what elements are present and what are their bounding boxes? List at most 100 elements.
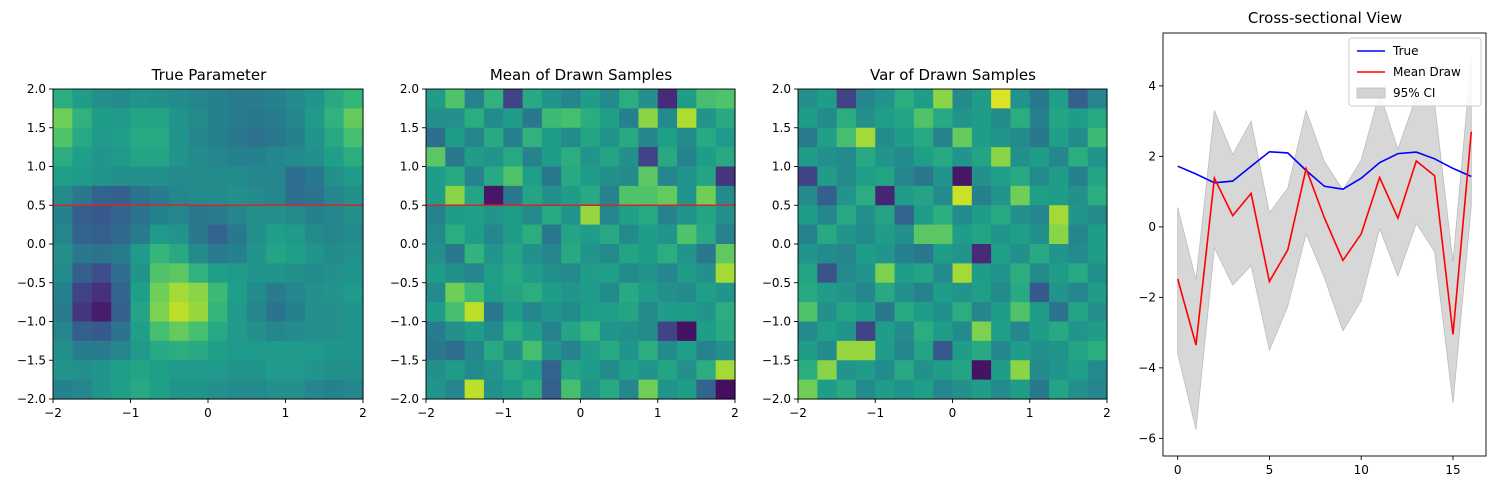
heatmap-cell	[541, 244, 562, 264]
heatmap-cell	[696, 321, 717, 342]
heatmap-cell	[72, 360, 93, 381]
heatmap-cell	[657, 89, 678, 109]
heatmap-cell	[304, 108, 325, 129]
heatmap-cell	[677, 244, 697, 264]
heatmap-cell	[304, 205, 325, 226]
heatmap-cell	[933, 360, 954, 381]
heatmap-cell	[522, 379, 543, 400]
heatmap-cell	[657, 147, 678, 168]
heatmap-cell	[619, 379, 640, 400]
heatmap-cell	[894, 108, 915, 129]
heatmap-cell	[522, 127, 543, 148]
heatmap-cell	[91, 166, 112, 187]
y-tick-label: −1.0	[390, 315, 419, 329]
heatmap-cell	[227, 263, 248, 284]
heatmap-cell	[580, 185, 601, 206]
heatmap-cell	[619, 185, 640, 206]
heatmap-cell	[933, 108, 954, 129]
heatmap-cell	[169, 89, 190, 109]
heatmap-cell	[208, 360, 228, 381]
heatmap-cell	[188, 360, 209, 381]
heatmap-cell	[483, 89, 504, 109]
heatmap-cell	[1049, 379, 1069, 400]
heatmap-cell	[324, 205, 345, 226]
heatmap-cell	[426, 166, 446, 187]
heatmap-cell	[875, 224, 896, 245]
heatmap-cell	[208, 224, 228, 245]
heatmap-cell	[522, 340, 543, 361]
heatmap-cell	[1010, 108, 1031, 129]
heatmap-cell	[715, 321, 736, 342]
heatmap-cell	[894, 205, 915, 226]
heatmap-cell	[169, 282, 190, 303]
heatmap-cell	[53, 185, 73, 206]
heatmap-cell	[696, 360, 717, 381]
heatmap-cell	[130, 379, 151, 400]
heatmap-cell	[836, 302, 857, 323]
heatmap-cell	[343, 360, 364, 381]
heatmap-cell	[130, 321, 151, 342]
ci-band	[1177, 57, 1472, 430]
heatmap-cell	[561, 127, 582, 148]
y-tick-label: −1.0	[762, 315, 791, 329]
heatmap-cell	[894, 321, 915, 342]
heatmap-cell	[1049, 321, 1069, 342]
heatmap-cell	[971, 147, 992, 168]
heatmap-axes: −2 −1 0 1 2 −2.0 −1.5 −1.0 −0.5 0.0 0.5 1.0 1.5 2.0	[17, 82, 367, 420]
x-tick-label: 2	[731, 406, 739, 420]
heatmap-cell	[53, 224, 73, 245]
heatmap-cell	[599, 244, 620, 264]
heatmap-cell	[72, 89, 93, 109]
x-tick-label: 1	[1026, 406, 1034, 420]
heatmap-cell	[619, 340, 640, 361]
heatmap-cell	[324, 340, 345, 361]
heatmap-cell	[991, 282, 1012, 303]
heatmap-cell	[208, 244, 228, 264]
heatmap-cell	[952, 244, 973, 264]
heatmap-cell	[149, 379, 170, 400]
heatmap-cell	[638, 147, 659, 168]
heatmap-cell	[149, 321, 170, 342]
heatmap-cell	[208, 321, 228, 342]
heatmap-cell	[91, 360, 112, 381]
heatmap-cell	[149, 282, 170, 303]
heatmap-cell	[266, 166, 287, 187]
heatmap-cell	[464, 263, 485, 284]
heatmap-cell	[541, 340, 562, 361]
heatmap-cell	[285, 185, 306, 206]
heatmap-cell	[1087, 244, 1108, 264]
heatmap-cell	[677, 224, 697, 245]
heatmap-cell	[445, 166, 466, 187]
heatmap-cell	[522, 185, 543, 206]
heatmap-cell	[285, 127, 306, 148]
heatmap-cell	[952, 185, 973, 206]
heatmap-cell	[464, 321, 485, 342]
heatmap-cell	[483, 166, 504, 187]
heatmap-cell	[304, 244, 325, 264]
heatmap-cell	[580, 282, 601, 303]
heatmap-cell	[1068, 108, 1089, 129]
heatmap-cell	[541, 147, 562, 168]
heatmap-cell	[875, 108, 896, 129]
heatmap-cell	[464, 340, 485, 361]
heatmap-cell	[304, 263, 325, 284]
heatmap-cell	[246, 379, 267, 400]
heatmap-cell	[483, 360, 504, 381]
heatmap-cell	[638, 166, 659, 187]
heatmap-cell	[246, 127, 267, 148]
heatmap-cell	[188, 379, 209, 400]
heatmap-cell	[561, 321, 582, 342]
heatmap-cell	[1087, 147, 1108, 168]
heatmap-cell	[1068, 360, 1089, 381]
heatmap-cell	[464, 166, 485, 187]
heatmap-cell	[1029, 282, 1050, 303]
heatmap-cell	[111, 340, 132, 361]
heatmap-cell	[580, 379, 601, 400]
heatmap-cell	[991, 244, 1012, 264]
heatmap-cell	[580, 108, 601, 129]
heatmap-cell	[246, 108, 267, 129]
y-tick-label: −0.5	[762, 276, 791, 290]
heatmap-cell	[285, 379, 306, 400]
heatmap-cell	[561, 147, 582, 168]
heatmap-cell	[971, 379, 992, 400]
